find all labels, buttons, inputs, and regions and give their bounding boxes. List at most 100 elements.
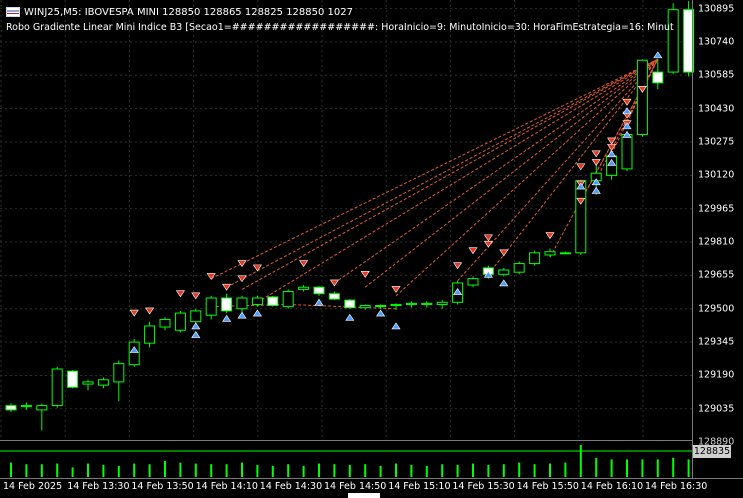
candle-body <box>236 297 248 310</box>
sell-signal-arrow-icon <box>483 240 493 248</box>
buy-signal-arrow-icon <box>483 270 493 278</box>
price-tick-label: 129035 <box>698 403 735 415</box>
candle <box>221 293 233 314</box>
candle <box>606 153 618 180</box>
price-tick-label: 129345 <box>698 336 735 348</box>
sell-signal-arrow-icon <box>129 309 139 317</box>
buy-signal-arrow-icon <box>191 331 201 338</box>
candle-body <box>159 319 171 328</box>
flag-icon <box>6 7 20 17</box>
sell-signal-arrow-icon <box>576 197 586 205</box>
candle <box>205 295 217 320</box>
time-tick-label: 14 Feb 14:10 <box>195 481 258 492</box>
candle <box>513 261 525 275</box>
trend-line <box>488 58 659 275</box>
sell-signal-arrow-icon <box>483 234 493 242</box>
candle-body <box>436 301 448 305</box>
sell-signal-arrow-icon <box>391 286 401 293</box>
candle-body <box>683 9 695 73</box>
time-tick-label: 14 Feb 16:10 <box>580 481 644 492</box>
candle-body <box>544 251 556 256</box>
candle-body <box>97 379 109 386</box>
candle <box>683 1 695 77</box>
candle <box>144 321 156 348</box>
candle <box>652 59 664 90</box>
candle <box>621 132 633 172</box>
candle-body <box>498 269 510 275</box>
time-tick-label: 14 Feb 13:50 <box>131 481 194 492</box>
buy-signal-arrow-icon <box>622 122 632 130</box>
candle <box>498 267 510 277</box>
scroll-position-marker[interactable] <box>348 493 380 498</box>
candle-body <box>313 286 325 295</box>
candle-body <box>82 381 94 385</box>
sell-signal-arrow-icon <box>222 283 232 291</box>
candles <box>5 1 695 431</box>
volume-scale-label: 128890 <box>698 436 735 448</box>
time-tick-label: 14 Feb 2025 <box>3 481 63 492</box>
price-tick-label: 129810 <box>698 236 735 248</box>
symbol-info: WINJ25,M5: IBOVESPA MINI 128850 128865 1… <box>24 6 353 18</box>
buy-signal-arrow-icon <box>237 311 247 319</box>
trend-line <box>288 303 397 310</box>
volume-histogram <box>0 445 692 477</box>
time-tick-label: 14 Feb 15:10 <box>388 481 451 492</box>
price-tick-label: 130120 <box>698 169 735 181</box>
buy-signal-arrow-icon <box>591 178 601 186</box>
buy-signal-arrow-icon <box>576 182 586 190</box>
chart-frame <box>0 0 743 479</box>
candle <box>529 250 541 266</box>
candle <box>405 301 417 308</box>
candle-body <box>67 370 79 388</box>
sell-signal-arrow-icon <box>237 260 247 268</box>
candle-body <box>667 9 679 73</box>
candle-body <box>529 252 541 265</box>
buy-signal-arrow-icon <box>222 314 232 322</box>
candle <box>667 3 679 75</box>
trend-line <box>457 58 659 282</box>
price-tick-label: 130430 <box>698 103 735 115</box>
buy-signal-arrow-icon <box>391 322 401 330</box>
candle <box>375 304 387 309</box>
candle-body <box>51 368 63 407</box>
buy-signal-arrow-icon <box>499 279 509 287</box>
price-tick-label: 130275 <box>698 136 735 148</box>
trend-line <box>226 58 659 288</box>
candle <box>174 310 186 333</box>
candle <box>251 295 263 307</box>
trend-line <box>626 58 659 122</box>
price-axis[interactable]: 130895 130740 130585 130430 130275 130120 1299… <box>693 0 743 480</box>
candle <box>20 402 32 410</box>
candle-body <box>20 405 32 408</box>
buy-signal-arrow-icon <box>453 287 463 295</box>
price-tick-label: 129965 <box>698 203 735 215</box>
price-tick-label: 129190 <box>698 369 735 381</box>
trend-lines <box>210 58 659 310</box>
candle-body <box>328 293 340 300</box>
candle-body <box>621 133 633 170</box>
candle <box>390 303 402 310</box>
sell-signal-arrow-icon <box>607 144 617 151</box>
candle <box>328 291 340 301</box>
buy-signal-arrow-icon <box>607 150 617 158</box>
sell-signal-arrow-icon <box>591 159 601 166</box>
candle <box>575 179 587 255</box>
sell-signal-arrow-icon <box>468 247 478 255</box>
buy-signal-arrow-icon <box>129 346 139 353</box>
candle <box>51 366 63 408</box>
candle <box>344 299 356 309</box>
trend-line <box>334 58 659 284</box>
candle-body <box>144 325 156 344</box>
time-tick-label: 14 Feb 13:30 <box>67 481 130 492</box>
sell-signal-arrow-icon <box>576 163 586 171</box>
candle <box>82 379 94 391</box>
time-axis[interactable]: 14 Feb 2025 14 Feb 13:30 14 Feb 13:50 14 Fe… <box>0 478 743 498</box>
buy-signal-arrow-icon <box>376 309 386 317</box>
time-tick-label: 14 Feb 15:50 <box>516 481 579 492</box>
candle <box>636 59 648 137</box>
candle-body <box>575 180 587 254</box>
candle <box>267 295 279 307</box>
current-price-tag: 128835 <box>693 445 731 458</box>
